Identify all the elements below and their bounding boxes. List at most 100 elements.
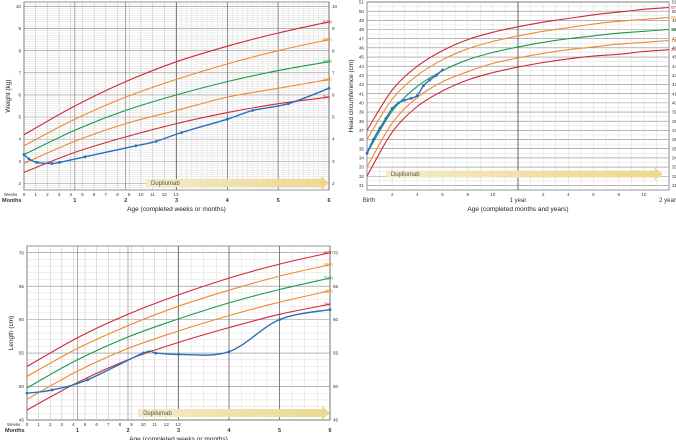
y-tick-label: 46 xyxy=(359,45,365,50)
patient-point xyxy=(434,73,438,77)
patient-point xyxy=(409,96,413,100)
y-tick-label: 36 xyxy=(359,137,365,142)
percentile-line-85th xyxy=(23,39,330,147)
y-tick-label: 50 xyxy=(359,9,365,14)
patient-point xyxy=(403,98,407,102)
y-tick-label: 8 xyxy=(332,48,335,53)
percentile-line-97th xyxy=(26,252,331,367)
patient-point xyxy=(441,68,444,72)
percentile-label: 97th xyxy=(324,250,333,255)
x-week-tick: 9 xyxy=(128,192,131,197)
y-tick-label: 44 xyxy=(359,64,365,69)
y-tick-label: 9 xyxy=(332,26,335,31)
y-tick-label: 5 xyxy=(18,115,21,120)
y-tick-label: 41 xyxy=(359,91,365,96)
x-week-tick: 6 xyxy=(95,422,98,427)
y-tick-label: 50 xyxy=(333,384,339,389)
patient-point xyxy=(83,155,87,159)
y-tick-label: 47 xyxy=(359,36,365,41)
x-week-tick: 10 xyxy=(138,192,144,197)
percentile-label: 15th xyxy=(323,77,332,82)
y-tick-label: 9 xyxy=(18,26,21,31)
y-tick-label: 10 xyxy=(16,4,22,9)
percentile-label: 50th xyxy=(671,27,676,32)
x-week-tick: 5 xyxy=(84,422,87,427)
x-week-tick: 10 xyxy=(141,422,147,427)
y-tick-label: 6 xyxy=(332,92,335,97)
patient-point xyxy=(286,102,290,106)
treatment-arrow xyxy=(138,406,330,420)
y-tick-labels: 31 31 32 32 33 33 34 34 35 35 36 36 37 37 38 38 39 39 40 40… xyxy=(359,0,676,188)
y-tick-label: 37 xyxy=(359,128,365,133)
y-axis-label: Head circumference (cm) xyxy=(348,60,355,133)
percentile-label: 97th xyxy=(323,19,332,24)
percentile-line-15th xyxy=(23,78,330,165)
y-tick-label: 32 xyxy=(359,174,365,179)
y-tick-label: 44 xyxy=(672,64,676,69)
percentile-line-85th xyxy=(26,264,331,377)
y-tick-label: 7 xyxy=(332,70,335,75)
patient-point xyxy=(428,78,432,82)
x-month-tick: 4 xyxy=(227,428,231,434)
y-tick-label: 4 xyxy=(18,137,21,142)
x-week-tick: 11 xyxy=(150,192,155,197)
y-tick-labels: 2 2 3 3 4 4 5 5 6 6 7 7 8 8 9 9 10 10 xyxy=(16,4,338,186)
x-tick-label: 8 xyxy=(466,192,469,197)
treatment-arrow-label: Dupilumab xyxy=(151,181,180,187)
y-tick-label: 55 xyxy=(333,351,339,356)
percentile-label: 3rd xyxy=(323,95,330,100)
y-tick-label: 2 xyxy=(18,181,21,186)
patient-point xyxy=(141,351,145,355)
x-row-label: Months xyxy=(5,428,25,434)
x-week-tick: 13 xyxy=(175,422,181,427)
x-month-tick: 5 xyxy=(277,198,280,204)
x-axis-label: Age (completed weeks or months) xyxy=(127,206,226,213)
y-tick-label: 45 xyxy=(333,418,339,423)
y-tick-label: 34 xyxy=(359,156,365,161)
y-tick-label: 34 xyxy=(672,156,676,161)
y-tick-label: 31 xyxy=(672,183,676,188)
x-axis-label: Age (completed weeks or months) xyxy=(129,436,228,440)
patient-point xyxy=(50,162,54,165)
treatment-arrow xyxy=(146,176,329,190)
percentile-curves: 97th 85th 50th 15th 3rd xyxy=(26,250,333,411)
patient-point xyxy=(134,144,138,148)
x-week-tick: 11 xyxy=(152,422,157,427)
x-week-tick: 0 xyxy=(23,192,26,197)
x-month-tick: 6 xyxy=(328,428,331,434)
treatment-arrow xyxy=(385,167,663,181)
x-week-tick: 4 xyxy=(69,192,72,197)
x-week-tick: 3 xyxy=(58,192,61,197)
patient-point xyxy=(25,391,29,395)
y-tick-label: 38 xyxy=(359,119,365,124)
x-tick-label: 2 xyxy=(391,192,394,197)
x-tick-label: Birth xyxy=(363,198,375,204)
y-tick-label: 36 xyxy=(672,137,676,142)
y-tick-label: 6 xyxy=(18,92,21,97)
x-month-tick: 3 xyxy=(177,428,180,434)
x-month-tick: 2 xyxy=(124,198,127,204)
percentile-line-50th xyxy=(23,61,330,156)
percentile-label: 3rd xyxy=(671,47,676,52)
patient-point xyxy=(154,351,158,355)
x-week-tick: 4 xyxy=(72,422,75,427)
percentile-curves: 97th 85th 50th 15th 3rd xyxy=(366,5,676,177)
y-tick-label: 35 xyxy=(672,146,676,151)
patient-point xyxy=(378,127,381,130)
patient-point xyxy=(390,106,394,110)
x-month-tick: 4 xyxy=(226,198,230,204)
y-tick-label: 5 xyxy=(332,115,335,120)
y-tick-label: 47 xyxy=(672,36,676,41)
x-week-tick: 6 xyxy=(93,192,96,197)
y-tick-labels: 45 45 50 50 55 55 60 60 65 65 70 70 xyxy=(19,250,339,422)
percentile-line-15th xyxy=(366,39,670,168)
x-week-tick: 5 xyxy=(81,192,84,197)
y-tick-label: 70 xyxy=(333,250,339,255)
patient-point xyxy=(422,84,426,87)
percentile-line-15th xyxy=(26,290,331,400)
x-tick-label: 1 year xyxy=(510,198,527,204)
